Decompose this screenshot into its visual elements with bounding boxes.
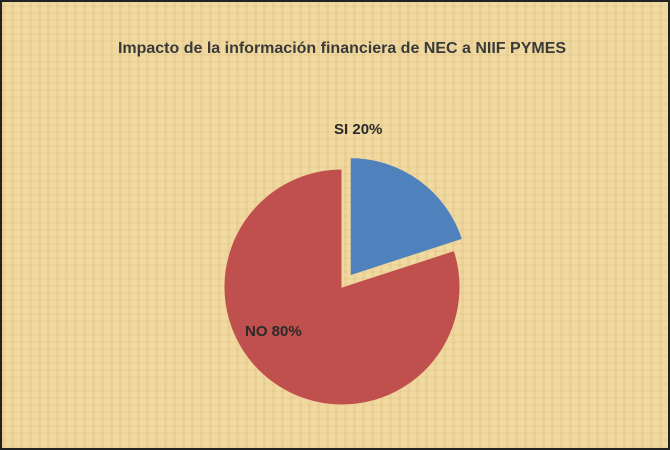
slice-label: SI 20% [334,121,382,138]
slice-category: SI [334,121,348,138]
slice-value: 20% [352,121,382,138]
pie-slice [349,157,464,277]
slice-label: NO 80% [245,323,302,340]
slice-category: NO [245,323,268,340]
chart-title: Impacto de la información financiera de … [117,40,567,57]
pie-slice [223,168,461,406]
slice-value: 80% [272,323,302,340]
